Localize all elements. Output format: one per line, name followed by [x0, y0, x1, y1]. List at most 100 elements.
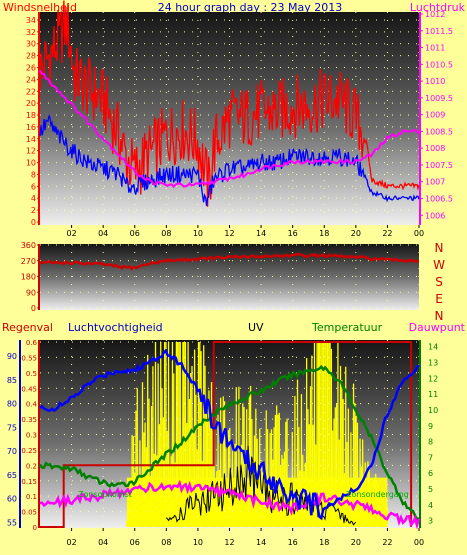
chart-title: 24 hour graph day : 23 May 2013 [158, 1, 343, 14]
pressure-tick: 1010 [425, 77, 445, 86]
temperature-line [38, 364, 420, 522]
wind-speed-tick: 6 [31, 182, 36, 191]
direction-panel-grid [40, 244, 420, 310]
rain-tick: 0.35 [21, 416, 37, 424]
humidity-tick: 55 [7, 518, 17, 527]
humidity-line [39, 348, 420, 521]
x-tick-label: 10 [193, 229, 203, 238]
pressure-tick: 1006.5 [425, 195, 453, 204]
x-tick-label: 08 [161, 538, 171, 547]
pressure-line [39, 69, 420, 189]
rain-tick: 0.2 [26, 462, 37, 470]
x-tick-label: 16 [288, 229, 298, 238]
wind-gust-line [39, 0, 420, 207]
x-tick-label: 00 [414, 229, 424, 238]
rain-tick: 0.6 [26, 339, 38, 347]
dewpoint-label: Dauwpunt [409, 321, 466, 334]
x-tick-label: 02 [66, 229, 76, 238]
rain-tick: 0.3 [26, 432, 37, 440]
humidity-tick: 70 [7, 447, 17, 456]
temperature-tick: 5 [428, 485, 433, 494]
x-tick-label: 04 [98, 538, 108, 547]
pressure-axis: 1006 1006.5 1007 1007.5 1008 1008.5 1009 1009.5… [419, 10, 453, 225]
wind-speed-tick: 16 [26, 123, 36, 132]
temperature-tick: 8 [428, 438, 433, 447]
rain-tick: 0 [33, 524, 37, 532]
temperature-tick: 10 [428, 406, 438, 415]
wind-speed-tick: 12 [26, 147, 36, 156]
x-tick-label: 22 [382, 229, 392, 238]
x-tick-label: 12 [224, 538, 234, 547]
wind-speed-tick: 8 [31, 170, 36, 179]
rain-tick: 0.55 [21, 354, 37, 362]
x-tick-label: 14 [256, 229, 266, 238]
x-tick-label: 06 [130, 229, 140, 238]
temperature-tick: 14 [428, 343, 438, 352]
humidity-tick: 80 [7, 400, 17, 409]
x-tick-label: 00 [414, 538, 424, 547]
x-tick-label: 06 [130, 538, 140, 547]
pressure-tick: 1008 [425, 144, 445, 153]
x-tick-label: 10 [193, 538, 203, 547]
humidity-tick: 65 [7, 471, 17, 480]
climate-panel-x-axis: 02 04 06 08 10 12 14 16 18 20 22 00 [66, 528, 424, 547]
pressure-tick: 1011 [425, 44, 445, 53]
wind-speed-tick: 14 [26, 135, 36, 144]
temperature-axis: 3 4 5 6 7 8 9 10 11 12 13 14 [419, 340, 438, 528]
wind-speed-tick: 0 [31, 218, 36, 227]
uv-label: UV [248, 321, 264, 334]
pressure-tick: 1008.5 [425, 127, 453, 136]
rain-tick: 0.45 [21, 385, 37, 393]
temperature-label: Temperatuur [311, 321, 383, 334]
compass-letter: N [435, 309, 444, 323]
pressure-tick: 1010.5 [425, 60, 453, 69]
dewpoint-line [39, 479, 421, 530]
compass-letter: S [435, 275, 443, 289]
wind-speed-tick: 20 [26, 99, 36, 108]
sunrise-annotation: Zonsopkomst [78, 490, 132, 499]
wind-speed-tick: 18 [26, 111, 36, 120]
rain-tick: 0.5 [26, 370, 37, 378]
pressure-tick: 1007.5 [425, 161, 453, 170]
direction-tick: 360 [21, 241, 36, 250]
rain-tick: 0.25 [21, 447, 37, 455]
climate-panel-series [38, 341, 421, 530]
x-tick-label: 08 [161, 229, 171, 238]
wind-speed-tick: 22 [26, 87, 36, 96]
x-tick-label: 12 [224, 229, 234, 238]
pressure-tick: 1011.5 [425, 27, 453, 36]
direction-tick: 90 [26, 288, 36, 297]
direction-axis: 0 90 180 270 360 [21, 241, 40, 313]
rain-axis: 0 0.05 0.1 0.15 0.2 0.25 0.3 0.35 0.4 0.45 0.5 0.55… [21, 339, 40, 532]
x-tick-label: 04 [98, 229, 108, 238]
wind-speed-tick: 2 [31, 206, 36, 215]
x-tick-label: 18 [319, 229, 329, 238]
compass-letter: E [435, 292, 443, 306]
x-tick-label: 16 [288, 538, 298, 547]
temperature-tick: 11 [428, 390, 438, 399]
compass-letter: W [433, 258, 445, 272]
pressure-tick: 1007 [425, 178, 445, 187]
wind-direction-line [39, 252, 420, 271]
rain-tick: 0.4 [26, 401, 38, 409]
direction-panel-series [39, 252, 420, 271]
direction-tick: 270 [21, 257, 36, 266]
temperature-tick: 4 [428, 501, 433, 510]
rain-label: Regenval [2, 321, 53, 334]
wind-speed-tick: 10 [26, 159, 36, 168]
x-tick-label: 22 [382, 538, 392, 547]
pressure-tick: 1009.5 [425, 94, 453, 103]
compass-letter: N [435, 241, 444, 255]
pressure-label: Luchtdruk [410, 1, 466, 14]
humidity-tick: 75 [7, 423, 17, 432]
sunset-annotation: Zonsondergang [346, 490, 409, 499]
temperature-tick: 13 [428, 359, 438, 368]
temperature-tick: 7 [428, 453, 433, 462]
rain-tick: 0.1 [26, 493, 37, 501]
wind-panel-series [39, 0, 420, 207]
wind-avg-line [39, 113, 420, 207]
humidity-label: Luchtvochtigheid [68, 321, 163, 334]
